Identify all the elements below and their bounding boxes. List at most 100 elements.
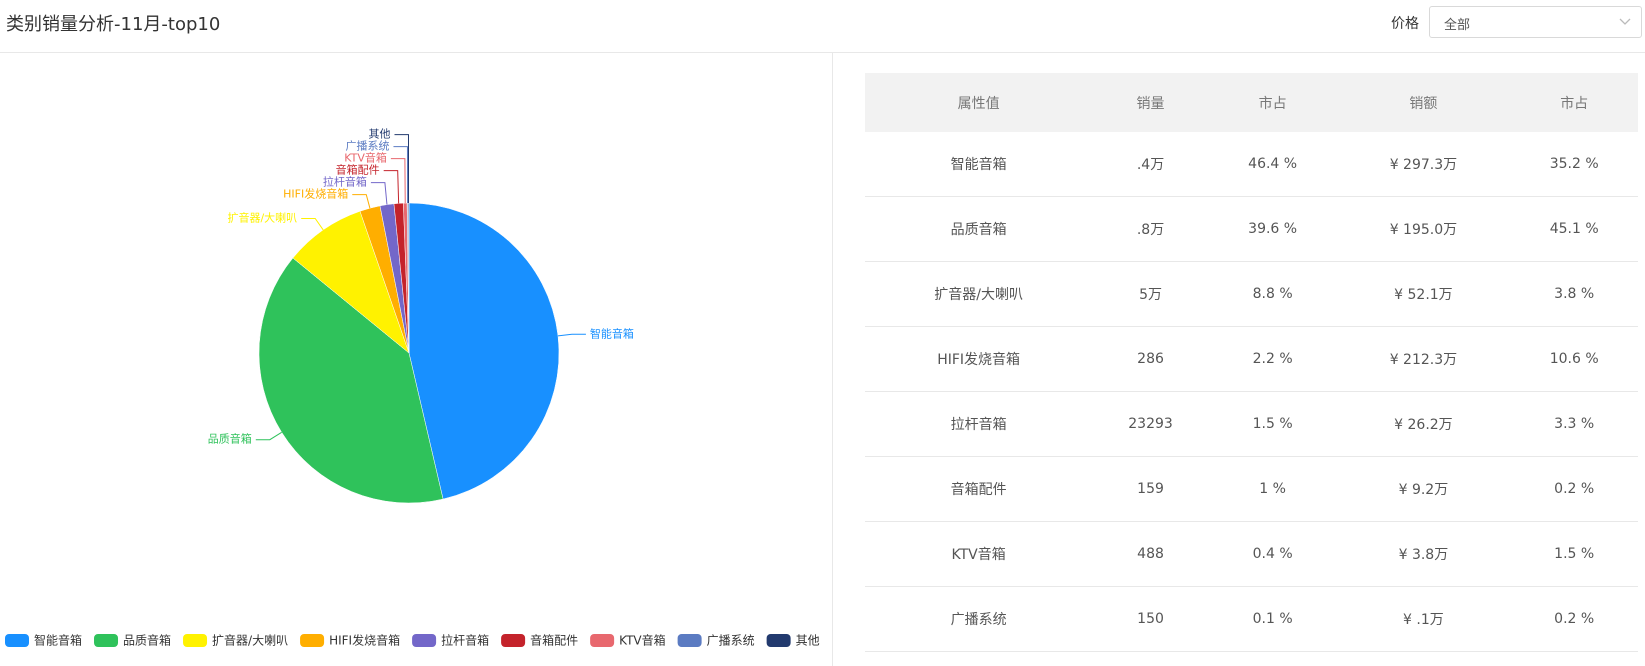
column-header: 市占: [1208, 73, 1337, 132]
leader-line: [557, 333, 586, 337]
page-title: 类别销量分析-11月-top10: [6, 14, 221, 35]
table-row: 扩音器/大喇叭 5万 8.8 % ¥ 52.1万 3.8 %: [865, 261, 1638, 327]
legend-label: 广播系统: [707, 634, 755, 648]
slice-label: 其他: [368, 128, 390, 141]
table-cell: 拉杆音箱: [865, 391, 1093, 457]
table-row: 音箱配件 159 1 % ¥ 9.2万 0.2 %: [865, 456, 1638, 522]
divider: [832, 53, 833, 666]
slice-label: 品质音箱: [208, 432, 252, 446]
table-cell: .4万: [1092, 132, 1209, 197]
pie-slice: [258, 257, 444, 504]
leader-line: [301, 217, 324, 231]
table-cell: 3.8 %: [1510, 261, 1638, 327]
legend-label: 扩音器/大喇叭: [212, 633, 288, 648]
table-cell: 音箱配件: [865, 456, 1093, 522]
table-row: KTV音箱 488 0.4 % ¥ 3.8万 1.5 %: [865, 521, 1638, 587]
table-cell: 159: [1092, 456, 1209, 522]
column-header: 销额: [1336, 73, 1511, 132]
legend-swatch: [300, 634, 325, 647]
table-cell: 23293: [1092, 391, 1209, 457]
price-select[interactable]: 全部: [1429, 6, 1642, 38]
table-cell: 35.2 %: [1510, 132, 1638, 197]
table-cell: ¥ 212.3万: [1336, 326, 1511, 392]
table-row: 拉杆音箱 23293 1.5 % ¥ 26.2万 3.3 %: [865, 391, 1638, 457]
legend-label: 音箱配件: [530, 633, 578, 648]
legend-swatch: [677, 634, 702, 647]
slice-label: 扩音器/大喇叭: [227, 210, 297, 224]
table-cell: 46.4 %: [1208, 132, 1337, 197]
table-row: 广播系统 150 0.1 % ¥ .1万 0.2 %: [865, 586, 1638, 652]
legend-swatch: [766, 634, 791, 647]
table-cell: 品质音箱: [865, 196, 1093, 262]
slice-label: KTV音箱: [344, 151, 387, 165]
leader-line: [352, 194, 371, 209]
select-value: 全部: [1444, 18, 1471, 33]
table-cell: ¥ 3.8万: [1336, 521, 1511, 587]
table-cell: 0.2 %: [1510, 586, 1638, 652]
table-cell: 1.5 %: [1510, 521, 1638, 587]
table-cell: 0.2 %: [1510, 456, 1638, 522]
table-cell: 5万: [1092, 261, 1209, 327]
legend-label: 智能音箱: [34, 633, 82, 648]
slice-label: 音箱配件: [336, 163, 380, 177]
table-cell: 智能音箱: [865, 132, 1093, 197]
pie-chart: 智能音箱品质音箱扩音器/大喇叭HIFI发烧音箱拉杆音箱音箱配件KTV音箱广播系统…: [5, 128, 820, 648]
legend-label: HIFI发烧音箱: [329, 633, 400, 648]
legend-label: 品质音箱: [123, 633, 171, 648]
table-cell: 39.6 %: [1208, 196, 1337, 262]
legend-label: 其他: [796, 634, 820, 648]
table-cell: .8万: [1092, 196, 1209, 262]
legend-label: KTV音箱: [619, 633, 665, 648]
table-cell: 0.1 %: [1208, 586, 1337, 652]
leader-line: [255, 431, 282, 441]
table-header: 属性值 销量 市占 销额 市占: [865, 73, 1638, 132]
table-cell: ¥ .1万: [1336, 586, 1511, 652]
table-cell: 1.5 %: [1208, 391, 1337, 457]
table-cell: 0.4 %: [1208, 521, 1337, 587]
legend-swatch: [94, 634, 119, 647]
divider: [0, 52, 1645, 53]
table-cell: 广播系统: [865, 586, 1093, 652]
table-cell: 45.1 %: [1510, 196, 1638, 262]
legend-swatch: [412, 634, 437, 647]
leader-line: [394, 134, 410, 204]
chevron: [1619, 18, 1631, 25]
column-header: 属性值: [865, 73, 1093, 132]
slice-label: HIFI发烧音箱: [283, 187, 348, 201]
pie-slice: [408, 202, 560, 500]
legend-swatch: [183, 634, 208, 647]
table-row: HIFI发烧音箱 286 2.2 % ¥ 212.3万 10.6 %: [865, 326, 1638, 392]
slice-label: 广播系统: [345, 139, 389, 153]
table-cell: 3.3 %: [1510, 391, 1638, 457]
table-cell: 150: [1092, 586, 1209, 652]
table-cell: ¥ 26.2万: [1336, 391, 1511, 457]
legend-swatch: [5, 634, 29, 647]
table-cell: 扩音器/大喇叭: [865, 261, 1093, 327]
table-cell: 2.2 %: [1208, 326, 1337, 392]
table-cell: ¥ 52.1万: [1336, 261, 1511, 327]
pie-slice: [292, 210, 410, 354]
leader-line: [390, 158, 406, 204]
column-header: 销量: [1092, 73, 1209, 132]
leader-line: [370, 182, 388, 205]
legend-label: 拉杆音箱: [441, 633, 489, 648]
table-cell: KTV音箱: [865, 521, 1093, 587]
column-header: 市占: [1510, 73, 1638, 132]
leader-line: [393, 146, 409, 204]
filter-label: 价格: [1391, 16, 1419, 32]
leader-line: [383, 170, 400, 204]
table-cell: 1 %: [1208, 456, 1337, 522]
table-cell: 286: [1092, 326, 1209, 392]
legend-swatch: [501, 634, 526, 647]
table-cell: ¥ 195.0万: [1336, 196, 1511, 262]
data-table: 属性值 销量 市占 销额 市占 智能音箱 .4万 46.4 % ¥ 297.3万 35.2 % 品质…: [865, 73, 1638, 652]
table-cell: ¥ 9.2万: [1336, 456, 1511, 522]
legend-swatch: [590, 634, 615, 647]
table-row: 智能音箱 .4万 46.4 % ¥ 297.3万 35.2 %: [865, 132, 1638, 197]
table-cell: 488: [1092, 521, 1209, 587]
slice-label: 拉杆音箱: [323, 175, 367, 189]
slice-label: 智能音箱: [590, 326, 634, 340]
table-cell: ¥ 297.3万: [1336, 132, 1511, 197]
table-row: 品质音箱 .8万 39.6 % ¥ 195.0万 45.1 %: [865, 196, 1638, 262]
